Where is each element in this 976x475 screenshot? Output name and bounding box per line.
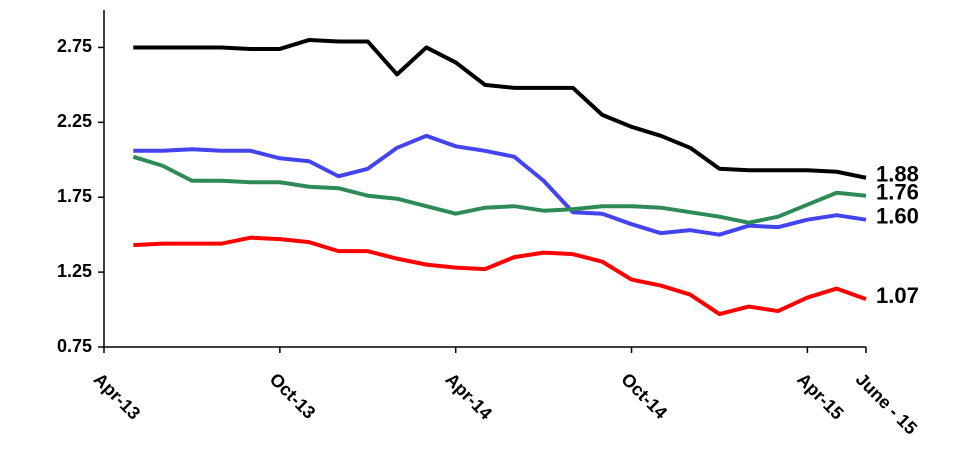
series-line <box>133 133 867 237</box>
x-tick-label: Apr-13 <box>90 369 144 423</box>
x-tick-label: June - 15 <box>852 369 921 438</box>
series-line <box>133 235 867 317</box>
y-tick-label: 2.25 <box>57 111 92 131</box>
x-tick-label: Apr-14 <box>442 369 496 423</box>
x-tick-label: Apr-15 <box>793 369 847 423</box>
series-line <box>133 37 867 180</box>
data-label: 1.60 <box>876 204 919 229</box>
data-label: 1.88 <box>876 162 919 187</box>
y-tick-label: 1.75 <box>57 186 92 206</box>
data-label: 1.76 <box>876 180 919 205</box>
x-tick-label: Oct-14 <box>617 369 671 423</box>
data-label: 1.07 <box>876 283 919 308</box>
y-tick-label: 0.75 <box>57 336 92 356</box>
x-tick-label: Oct-13 <box>266 369 320 423</box>
series-line <box>132 154 867 225</box>
y-tick-label: 2.75 <box>57 36 92 56</box>
y-tick-label: 1.25 <box>57 261 92 281</box>
